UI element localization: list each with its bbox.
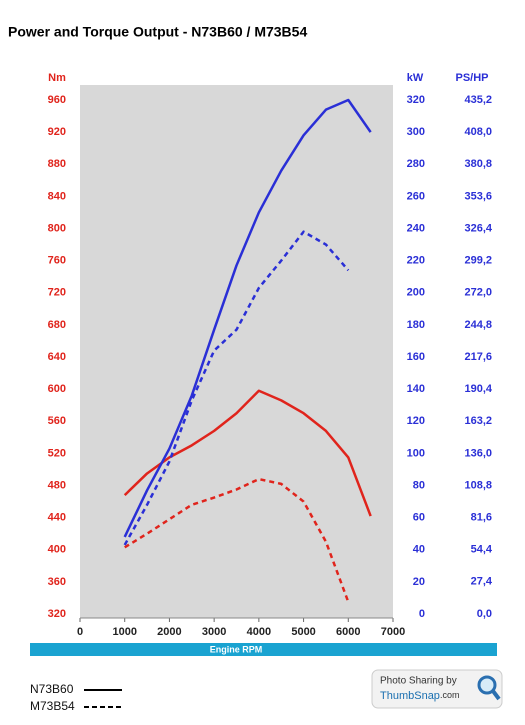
y3-tick-label: 108,8 (464, 479, 492, 491)
y3-tick-label: 136,0 (464, 447, 492, 459)
y-tick-label: 800 (48, 222, 66, 234)
legend-label: M73B54 (30, 699, 75, 713)
y-tick-label: 480 (48, 479, 66, 491)
watermark-text: Photo Sharing by (380, 676, 457, 687)
y3-tick-label: 380,8 (464, 158, 492, 170)
y3-axis-label: PS/HP (455, 72, 488, 84)
y3-tick-label: 27,4 (471, 576, 493, 588)
y2-tick-label: 200 (407, 287, 425, 299)
y-tick-label: 520 (48, 447, 66, 459)
y2-tick-label: 100 (407, 447, 425, 459)
chart-title: Power and Torque Output - N73B60 / M73B5… (8, 24, 307, 40)
y2-tick-label: 20 (413, 576, 425, 588)
y-tick-label: 760 (48, 255, 66, 267)
y3-tick-label: 244,8 (464, 319, 492, 331)
y-tick-label: 960 (48, 94, 66, 106)
y-axis-label: Nm (48, 72, 66, 84)
y3-tick-label: 0,0 (477, 608, 492, 620)
y-tick-label: 400 (48, 544, 66, 556)
y3-tick-label: 163,2 (464, 415, 492, 427)
x-tick-label: 3000 (202, 626, 226, 638)
power-line (123, 230, 350, 546)
y3-tick-label: 408,0 (464, 126, 492, 138)
y-tick-label: 320 (48, 608, 66, 620)
y2-tick-label: 120 (407, 415, 425, 427)
y-tick-label: 560 (48, 415, 66, 427)
y2-tick-label: 240 (407, 222, 425, 234)
y-tick-label: 720 (48, 287, 66, 299)
x-tick-label: 2000 (157, 626, 181, 638)
y3-tick-label: 54,4 (471, 544, 493, 556)
watermark-brand: ThumbSnap.com (380, 690, 459, 702)
y2-tick-label: 140 (407, 383, 425, 395)
y3-tick-label: 190,4 (464, 383, 492, 395)
y-tick-label: 640 (48, 351, 66, 363)
torque-line (124, 477, 350, 603)
y2-tick-label: 300 (407, 126, 425, 138)
plot-area (80, 85, 393, 618)
y3-tick-label: 217,6 (464, 351, 492, 363)
y-tick-label: 440 (48, 512, 66, 524)
x-tick-label: 0 (77, 626, 83, 638)
watermark-brand-name: ThumbSnap (380, 690, 440, 702)
power-line (123, 98, 372, 538)
y3-tick-label: 326,4 (464, 222, 492, 234)
watermark-box (371, 669, 503, 709)
watermark-domain: .com (440, 690, 460, 700)
y2-tick-label: 160 (407, 351, 425, 363)
y3-tick-label: 272,0 (464, 287, 492, 299)
x-tick-label: 6000 (336, 626, 360, 638)
y-tick-label: 920 (48, 126, 66, 138)
watermark-icon (477, 675, 497, 695)
torque-line (123, 389, 372, 517)
y-tick-label: 360 (48, 576, 66, 588)
x-tick-label: 7000 (381, 626, 405, 638)
y-tick-label: 840 (48, 190, 66, 202)
x-tick-label: 1000 (112, 626, 136, 638)
y3-tick-label: 353,6 (464, 190, 492, 202)
y2-tick-label: 220 (407, 255, 425, 267)
y2-tick-label: 320 (407, 94, 425, 106)
watermark: Photo Sharing by ThumbSnap.com (371, 669, 503, 709)
y-tick-label: 880 (48, 158, 66, 170)
y2-tick-label: 260 (407, 190, 425, 202)
x-tick-label: 5000 (291, 626, 315, 638)
watermark-icon-handle (491, 689, 501, 701)
legend-label: N73B60 (30, 682, 74, 696)
y2-tick-label: 0 (419, 608, 425, 620)
y2-tick-label: 60 (413, 512, 425, 524)
y2-tick-label: 280 (407, 158, 425, 170)
y2-tick-label: 40 (413, 544, 425, 556)
y3-tick-label: 299,2 (464, 255, 492, 267)
y-tick-label: 680 (48, 319, 66, 331)
x-axis-band (30, 643, 497, 656)
y2-tick-label: 80 (413, 479, 425, 491)
x-axis-label: Engine RPM (210, 644, 263, 654)
y3-tick-label: 435,2 (464, 94, 492, 106)
y2-axis-label: kW (407, 72, 424, 84)
y3-tick-label: 81,6 (471, 512, 492, 524)
y-tick-label: 600 (48, 383, 66, 395)
x-tick-label: 4000 (247, 626, 271, 638)
y2-tick-label: 180 (407, 319, 425, 331)
